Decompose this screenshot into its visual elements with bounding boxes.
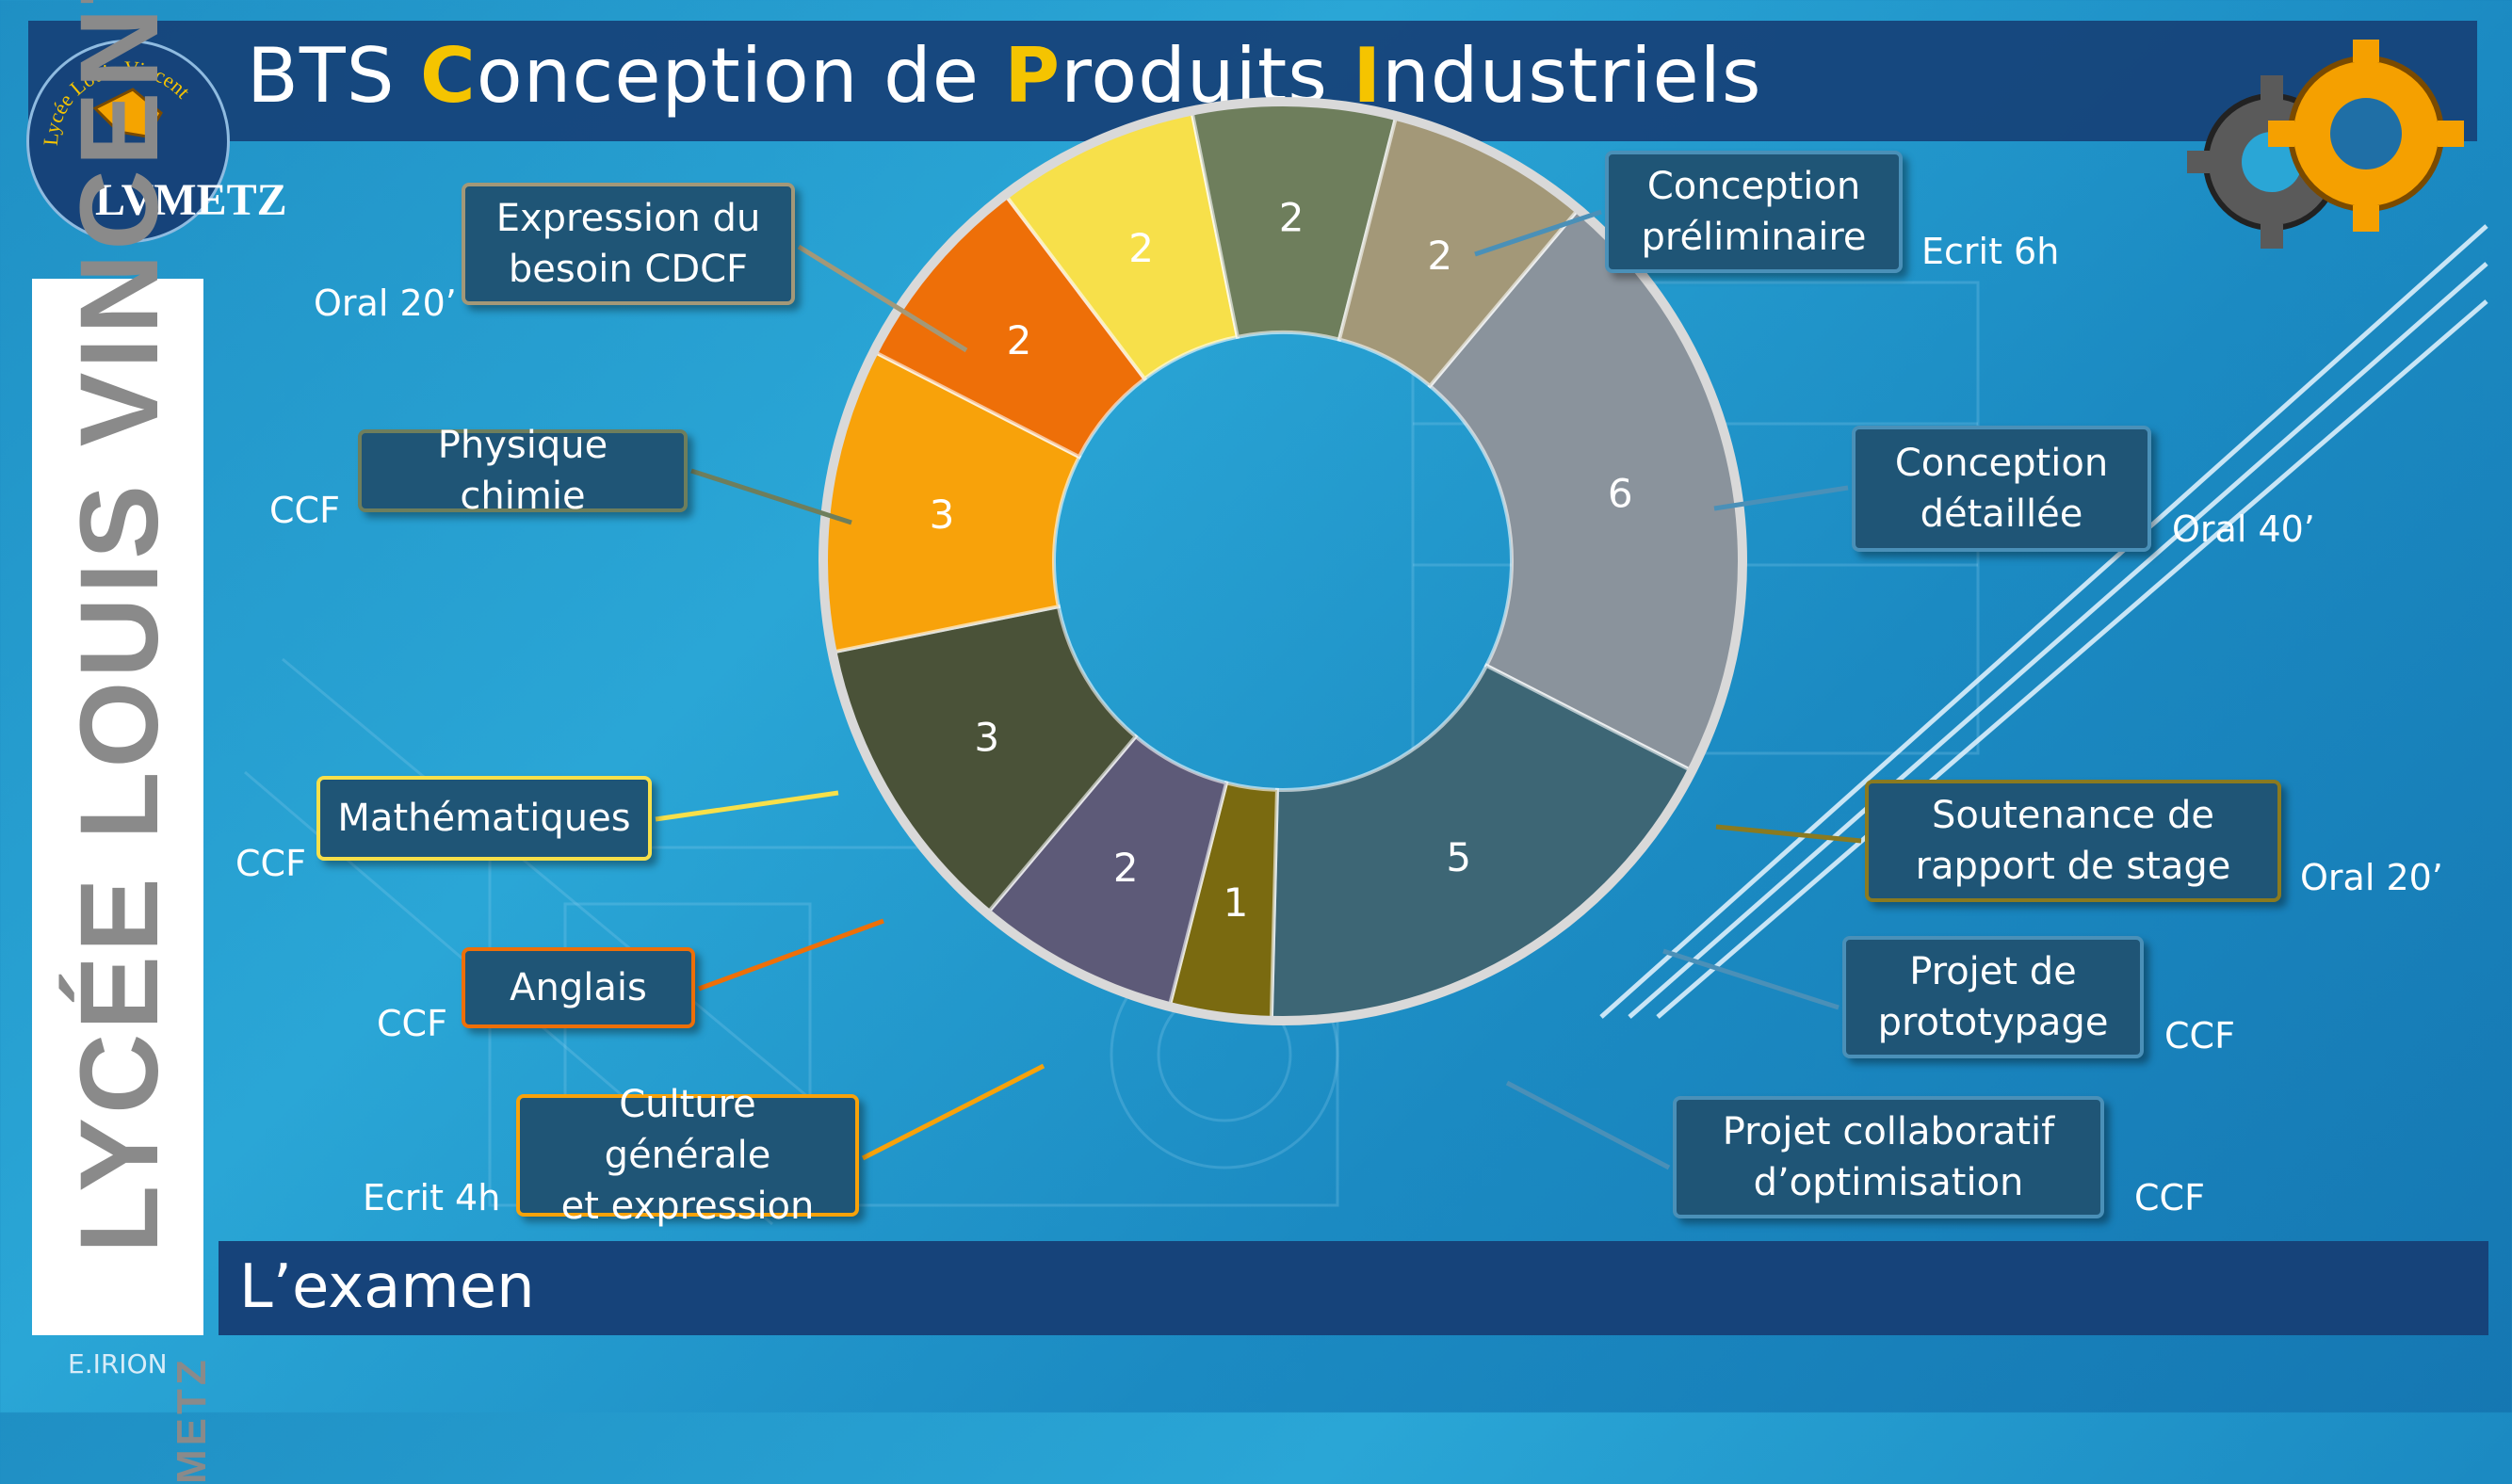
callout-text: Soutenance de rapport de stage — [1915, 794, 2231, 888]
callout-leader-line — [1474, 209, 1602, 257]
callout-leader-line — [861, 1063, 1045, 1161]
callout-note: Oral 40’ — [2172, 508, 2315, 550]
callout-leader-line — [797, 244, 968, 353]
callout-leader-line — [655, 790, 839, 822]
bottom-bar — [219, 1241, 2488, 1335]
dragon-icon — [92, 88, 163, 138]
callout-note: Oral 20’ — [2300, 857, 2443, 898]
slice-value-label: 2 — [1427, 233, 1452, 279]
title-part: C — [419, 32, 477, 120]
callout-box: Projet collaboratif d’optimisation — [1673, 1096, 2104, 1218]
slice-value-label: 6 — [1608, 471, 1633, 517]
slice-value-label: 5 — [1446, 834, 1471, 880]
author: E.IRION — [68, 1348, 168, 1379]
slice-value-label: 3 — [974, 715, 999, 761]
title-part: BTS — [247, 32, 420, 120]
callout-note: CCF — [269, 490, 340, 531]
slice-value-label: 2 — [1128, 225, 1154, 271]
callout-box: Anglais — [462, 947, 695, 1028]
callout-text: Mathématiques — [337, 797, 631, 840]
callout-box: Physique chimie — [358, 424, 688, 518]
callout-leader-line — [698, 918, 884, 992]
callout-box: Conception détaillée — [1852, 426, 2151, 552]
callout-leader-line — [690, 468, 852, 525]
callout-leader-line — [1713, 485, 1849, 511]
title-part: ndustriels — [1382, 32, 1762, 120]
callout-text: Projet collaboratif d’optimisation — [1722, 1110, 2055, 1204]
callout-note: CCF — [377, 1003, 447, 1044]
title-part: onception de — [476, 32, 1005, 120]
callout-note: Ecrit 6h — [1921, 231, 2060, 272]
callout-text: Conception préliminaire — [1641, 165, 1867, 259]
callout-text: Projet de prototypage — [1877, 950, 2109, 1044]
callout-note: CCF — [2164, 1015, 2235, 1057]
slice-value-label: 2 — [1007, 317, 1032, 363]
title-part: P — [1004, 32, 1062, 120]
callout-box: Conception préliminaire — [1605, 151, 1903, 273]
callout-box: Expression du besoin CDCF — [462, 183, 795, 305]
school-logo: Lycée Louis Vincent LVMETZ — [26, 40, 287, 243]
callout-box: Soutenance de rapport de stage — [1865, 780, 2281, 902]
callout-note: CCF — [235, 843, 306, 884]
callout-text: Physique chimie — [437, 424, 608, 518]
slice-value-label: 1 — [1224, 879, 1249, 926]
logo-mark: LVMETZ — [95, 175, 287, 225]
callout-text: Culture générale et expression — [560, 1083, 815, 1228]
slice-value-label: 2 — [1279, 195, 1305, 241]
callout-text: Conception détaillée — [1894, 442, 2109, 536]
section-title: L’examen — [239, 1252, 535, 1322]
callout-text: Expression du besoin CDCF — [495, 197, 761, 291]
callout-box: Culture générale et expression — [516, 1083, 859, 1228]
gears-icon — [2187, 40, 2464, 249]
donut-outer-ring — [818, 97, 1747, 1025]
donut-chart: 6 5 1 2 3 3 2 2 2 2 — [655, 97, 1862, 1170]
callout-text: Anglais — [510, 966, 647, 1009]
slice-value-label: 3 — [930, 492, 955, 538]
callout-leader-line — [1662, 948, 1839, 1010]
slice-value-label: 2 — [1113, 845, 1139, 891]
callout-note: CCF — [2134, 1177, 2205, 1218]
callout-leader-line — [1505, 1080, 1671, 1170]
side-panel: LYCÉE LOUIS VINCENT METZ — [32, 0, 215, 1484]
callout-note: Ecrit 4h — [363, 1177, 501, 1218]
page-title: BTS Conception de Produits Industriels — [247, 32, 1762, 136]
callout-box: Projet de prototypage — [1842, 936, 2144, 1058]
callout-leader-line — [1715, 824, 1862, 844]
callout-box: Mathématiques — [316, 776, 652, 861]
callout-note: Oral 20’ — [314, 282, 457, 324]
